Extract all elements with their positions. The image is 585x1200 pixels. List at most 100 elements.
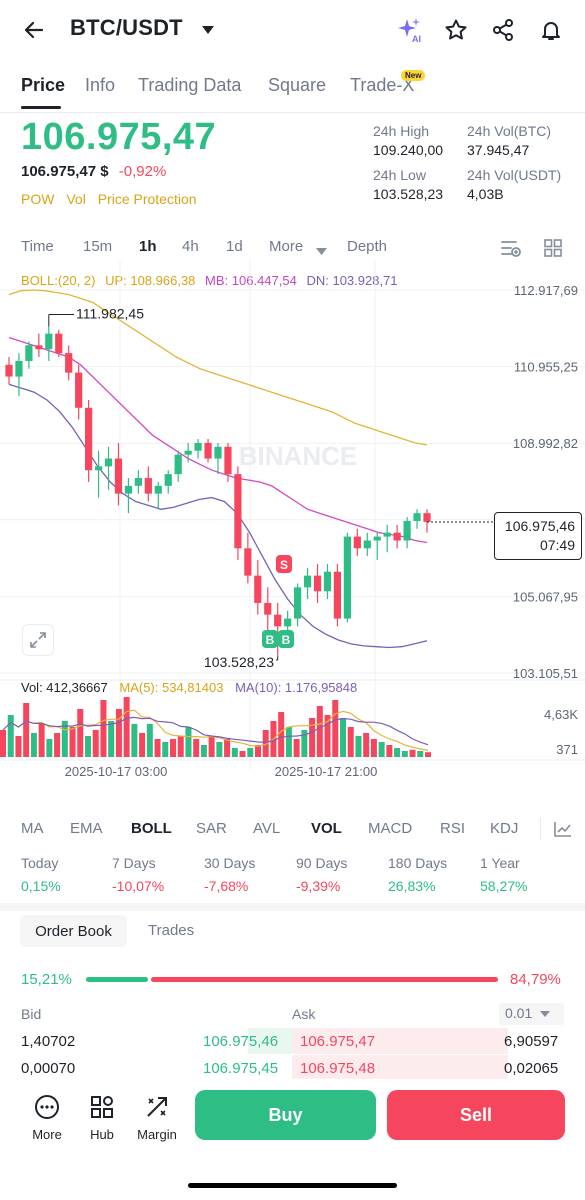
tab-trades[interactable]: Trades [148, 922, 195, 939]
back-arrow-icon[interactable] [18, 14, 50, 46]
tag-vol[interactable]: Vol [66, 191, 86, 207]
candle-body [65, 353, 73, 373]
ask-qty: 0,02065 [504, 1060, 559, 1077]
volume-axis-label: 371 [556, 742, 578, 757]
candle-body [294, 587, 302, 619]
interval-more[interactable]: More [269, 238, 304, 255]
candle-body [333, 571, 342, 619]
tag-pow[interactable]: POW [21, 191, 55, 207]
volume-axis: 4,63K 371 [0, 707, 585, 761]
ai-sparkle-icon[interactable]: AI [393, 14, 425, 46]
current-price-tag: 106.975,46 07:49 [494, 512, 582, 560]
indicator-ma[interactable]: MA [21, 820, 44, 837]
stat-high: 109.240,00 [373, 142, 444, 158]
tab-trading-data[interactable]: Trading Data [138, 75, 242, 95]
indicator-rsi[interactable]: RSI [440, 820, 466, 837]
star-icon[interactable] [440, 14, 472, 46]
candle-body [274, 614, 282, 627]
tab-price[interactable]: Price [21, 75, 66, 95]
dropdown-caret-icon[interactable] [198, 20, 218, 40]
volume-bar [77, 709, 84, 757]
more-dots-icon [35, 1095, 59, 1119]
margin-icon [147, 1097, 167, 1117]
indicator-sar[interactable]: SAR [196, 820, 227, 837]
price-axis: 112.917,69110.955,25108.992,82107.030,38… [513, 283, 578, 681]
volume-bar [115, 709, 122, 757]
buy-signal-marker-bg [262, 630, 278, 648]
volume-bar [38, 724, 45, 757]
interval-time[interactable]: Time [21, 238, 54, 255]
price-axis-label: 103.105,51 [513, 666, 578, 681]
perf-180d: 26,83% [388, 878, 436, 894]
share-icon[interactable] [487, 14, 519, 46]
candles [5, 326, 431, 657]
ask-price[interactable]: 106.975,48 [300, 1060, 376, 1077]
perf-90d: -9,39% [296, 878, 341, 894]
indicator-ema[interactable]: EMA [70, 820, 103, 837]
precision-select[interactable]: 0.01 [499, 1003, 564, 1025]
more-caret-icon[interactable] [316, 243, 327, 261]
bid-ratio-bar [86, 977, 148, 982]
candle-body [403, 520, 411, 541]
volume-bar [123, 697, 130, 757]
volume-bar [324, 715, 331, 757]
bell-icon[interactable] [535, 14, 567, 46]
candle-body [343, 536, 351, 619]
pair-title[interactable]: BTC/USDT [70, 15, 183, 40]
tab-square[interactable]: Square [268, 75, 327, 95]
tab-info[interactable]: Info [85, 75, 116, 95]
nav-hub[interactable]: Hub [77, 1094, 127, 1142]
nav-more[interactable]: More [22, 1094, 72, 1142]
indicator-boll[interactable]: BOLL [131, 820, 172, 837]
layout-grid-icon[interactable] [540, 236, 566, 260]
volume-bar [247, 748, 254, 757]
tab-trade-x[interactable]: Trade-X [350, 75, 415, 95]
interval-15m[interactable]: 15m [83, 238, 113, 255]
indicator-settings-icon[interactable] [550, 817, 576, 841]
indicator-macd[interactable]: MACD [368, 820, 413, 837]
price-chart[interactable]: BINANCE 112.917,69 110.955,25 108.992,82 10… [0, 260, 585, 820]
stat-low: 103.528,23 [373, 186, 444, 202]
interval-4h[interactable]: 4h [182, 238, 199, 255]
indicator-vol[interactable]: VOL [311, 820, 342, 837]
nav-margin-label: Margin [137, 1127, 177, 1142]
volume-bar [0, 730, 6, 757]
buy-signal-marker: B [282, 633, 291, 647]
expand-icon[interactable] [22, 624, 54, 656]
indicator-kdj[interactable]: KDJ [490, 820, 519, 837]
indicator-avl[interactable]: AVL [253, 820, 281, 837]
candle-body [393, 532, 401, 541]
tag-price-protection[interactable]: Price Protection [97, 191, 197, 207]
volume-bar [293, 739, 300, 757]
interval-1d[interactable]: 1d [226, 238, 243, 255]
interval-1h[interactable]: 1h [139, 238, 157, 255]
buy-button[interactable]: Buy [195, 1090, 376, 1140]
ask-header: Ask [292, 1006, 316, 1022]
ask-price[interactable]: 106.975,47 [300, 1033, 376, 1050]
bid-header: Bid [21, 1006, 42, 1022]
nav-margin[interactable]: Margin [132, 1094, 182, 1142]
perf-180d-label: 180 Days [388, 855, 448, 871]
perf-30d: -7,68% [204, 878, 249, 894]
perf-today: 0,15% [21, 878, 61, 894]
bid-price[interactable]: 106.975,45 [203, 1060, 279, 1077]
ask-depth-bar [292, 1028, 508, 1054]
candle-body [353, 536, 361, 549]
volume-bar [170, 739, 176, 757]
volume-bar [69, 727, 76, 757]
candle-body [164, 474, 172, 486]
vol-ma10: MA(10): 1.176,95848 [235, 680, 358, 695]
volume-bar [262, 730, 269, 757]
bid-price[interactable]: 106.975,46 [203, 1033, 279, 1050]
volume-bar [23, 703, 30, 757]
watermark-text: BINANCE [239, 441, 357, 471]
chart-settings-icon[interactable] [498, 236, 524, 260]
time-axis-label: 2025-10-17 03:00 [65, 764, 168, 779]
time-axis-label: 2025-10-17 21:00 [275, 764, 378, 779]
candle-body [323, 571, 332, 592]
tab-order-book[interactable]: Order Book [20, 915, 127, 947]
sell-button[interactable]: Sell [387, 1090, 565, 1140]
interval-depth[interactable]: Depth [347, 238, 388, 255]
top-header: BTC/USDT AI [0, 0, 585, 60]
candle-body [363, 540, 371, 549]
